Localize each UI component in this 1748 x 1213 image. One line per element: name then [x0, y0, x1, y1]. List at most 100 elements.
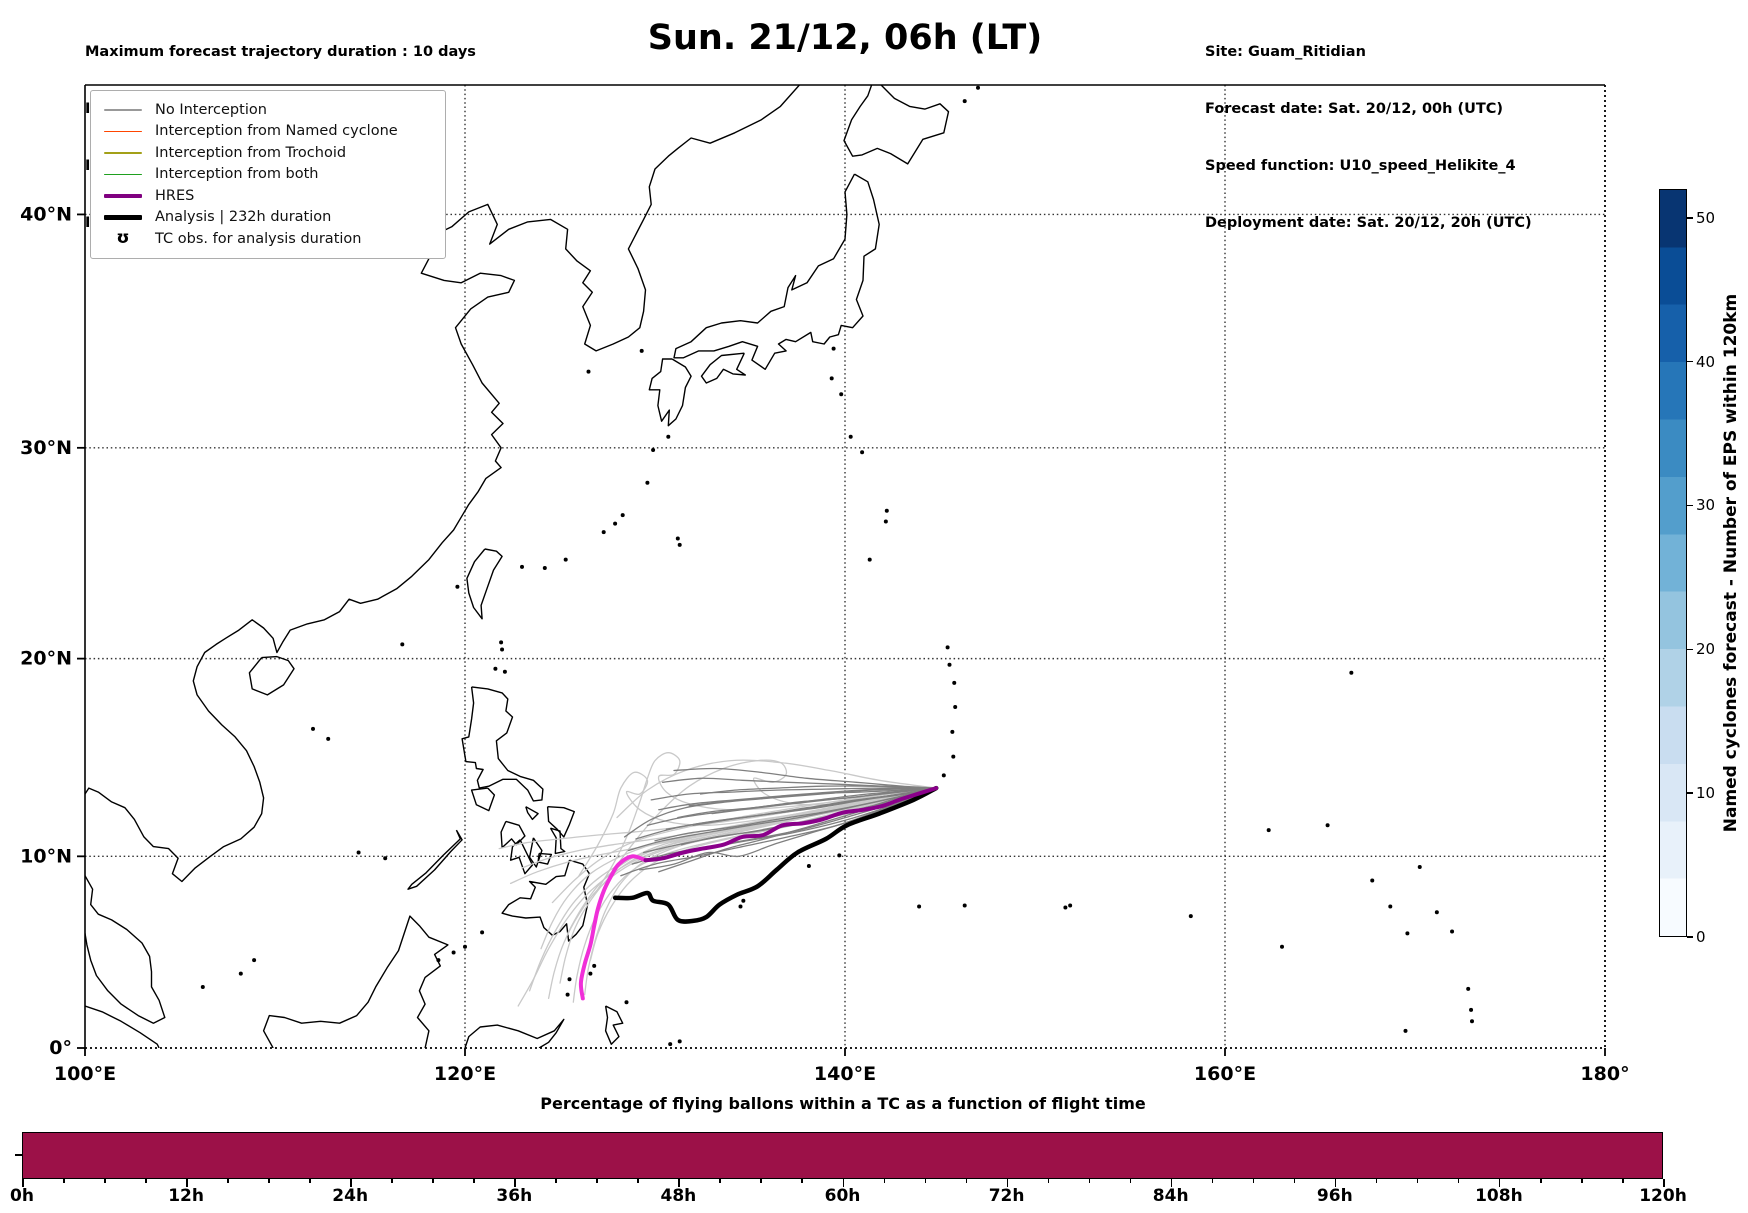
y-tick-label: 30°N [20, 437, 72, 459]
legend-item-label: No Interception [155, 101, 267, 118]
ensemble-track [692, 787, 937, 826]
bottom-axis-minor-tick [104, 1179, 106, 1183]
colorbar-axis-label: Named cyclones forecast - Number of EPS … [1721, 293, 1741, 833]
meta-line: Speed function: U10_speed_Helikite_4 [1205, 158, 1516, 174]
ensemble-track [673, 767, 937, 789]
bottom-axis-tick-label: 36h [496, 1186, 533, 1206]
bottom-axis-minor-tick [391, 1179, 393, 1183]
bottom-axis-minor-tick [1621, 1179, 1624, 1183]
bottom-axis-minor-tick [965, 1179, 968, 1183]
map-gridlines [85, 85, 1605, 1048]
bottom-axis-minor-tick [1252, 1179, 1255, 1183]
bottom-axis-minor-tick [924, 1179, 927, 1183]
bottom-axis-major-tick [1498, 1179, 1501, 1187]
percentage-bar [22, 1132, 1663, 1179]
bottom-axis-tick-label: 96h [1316, 1186, 1353, 1206]
bottom-axis-minor-tick [1580, 1179, 1583, 1183]
ensemble-track-no-interception [509, 787, 937, 885]
trajectories [498, 752, 939, 1007]
bottom-axis-tick-label: 0h [10, 1186, 34, 1206]
colorbar-tick-label: 20 [1696, 640, 1716, 659]
y-tick-label: 10°N [20, 845, 72, 867]
config-line: Maximum forecast trajectory duration : 1… [85, 44, 476, 60]
bottom-axis-minor-tick [801, 1179, 804, 1183]
meta-line: Deployment date: Sat. 20/12, 20h (UTC) [1205, 215, 1532, 231]
bottom-axis-minor-tick [145, 1179, 147, 1183]
legend-line-swatch [103, 130, 143, 132]
hres-track-magenta [578, 854, 648, 1001]
x-tick-label: 100°E [54, 1063, 116, 1085]
x-tick-label: 140°E [814, 1063, 876, 1085]
bottom-axis-major-tick [186, 1179, 188, 1187]
bottom-axis-major-tick [1006, 1179, 1009, 1187]
ensemble-track [650, 787, 937, 801]
legend-item-label: Analysis | 232h duration [155, 209, 332, 226]
legend-line-swatch [103, 215, 143, 220]
ensemble-track-no-interception [528, 787, 937, 992]
bottom-axis-minor-tick [883, 1179, 886, 1183]
x-tick-label: 120°E [434, 1063, 496, 1085]
colorbar-tick [1687, 792, 1693, 794]
bottom-axis-minor-tick [309, 1179, 311, 1183]
colorbar-tick-label: 0 [1696, 928, 1706, 946]
ensemble-track [658, 787, 937, 811]
bottom-axis-tick-label: 60h [824, 1186, 861, 1206]
x-tick-label: 180° [1580, 1063, 1629, 1085]
colorbar-tick-label: 50 [1696, 208, 1716, 227]
bottom-axis-minor-tick [1416, 1179, 1419, 1183]
bottom-axis-minor-tick [432, 1179, 434, 1183]
bottom-axis-minor-tick [63, 1179, 65, 1183]
bottom-axis-major-tick [1334, 1179, 1337, 1187]
ensemble-track-no-interception [578, 771, 937, 877]
hres-track [643, 786, 939, 863]
bottom-axis-minor-tick [1539, 1179, 1542, 1183]
x-tick-label: 160°E [1194, 1063, 1256, 1085]
bottom-axis-minor-tick [268, 1179, 270, 1183]
bottom-axis-tick-label: 72h [988, 1186, 1025, 1206]
legend-item: Analysis | 232h duration [103, 207, 435, 229]
ensemble-track [646, 787, 937, 826]
bottom-axis-major-tick [842, 1179, 845, 1187]
bottom-axis-minor-tick [1047, 1179, 1050, 1183]
legend-item-label: Interception from Trochoid [155, 144, 347, 161]
legend-item: Interception from Trochoid [103, 142, 435, 164]
colorbar-tick [1687, 216, 1693, 219]
bottom-axis-minor-tick [637, 1179, 639, 1183]
forecast-meta-text: Site: Guam_Ritidian Forecast date: Sat. … [1205, 5, 1532, 271]
bottom-axis-major-tick [22, 1179, 24, 1187]
bottom-axis-minor-tick [1375, 1179, 1378, 1183]
bottom-axis-minor-tick [719, 1179, 722, 1183]
bottom-axis-minor-tick [473, 1179, 475, 1183]
legend-item: No Interception [103, 99, 435, 121]
legend-line-swatch [103, 152, 143, 154]
colorbar-gradient [1659, 189, 1687, 937]
colorbar-tick [1687, 360, 1693, 363]
legend-item: Interception from both [103, 164, 435, 186]
legend-item-label: Interception from both [155, 166, 319, 183]
colorbar-tick [1687, 504, 1693, 507]
bottom-chart-title: Percentage of flying ballons within a TC… [540, 1094, 1146, 1113]
y-tick-label: 0° [49, 1037, 72, 1059]
bottom-axis-tick-label: 24h [332, 1186, 369, 1206]
bottom-axis-tick-label: 84h [1152, 1186, 1189, 1206]
y-tick-label: 20°N [20, 648, 72, 670]
legend-item-label: Interception from Named cyclone [155, 123, 398, 140]
bottom-axis-minor-tick [596, 1179, 598, 1183]
bottom-axis-tick-label: 108h [1475, 1186, 1523, 1206]
legend-item: ʊ TC obs. for analysis duration [103, 228, 435, 250]
meta-line: Site: Guam_Ritidian [1205, 44, 1366, 60]
legend-line-swatch [103, 193, 143, 198]
ensemble-track [711, 787, 937, 815]
bottom-axis-minor-tick [555, 1179, 557, 1183]
colorbar-tick-label: 40 [1696, 352, 1716, 371]
bottom-axis-minor-tick [1129, 1179, 1132, 1183]
bottom-axis-major-tick [350, 1179, 352, 1187]
map-legend: No Interception Interception from Named c… [90, 90, 446, 259]
bottom-axis-minor-tick [1088, 1179, 1091, 1183]
ensemble-track-no-interception [616, 759, 937, 819]
ensemble-track [627, 787, 937, 852]
bottom-axis-minor-tick [227, 1179, 229, 1183]
colorbar-tick [1687, 936, 1693, 938]
bottom-axis-minor-tick [1293, 1179, 1296, 1183]
